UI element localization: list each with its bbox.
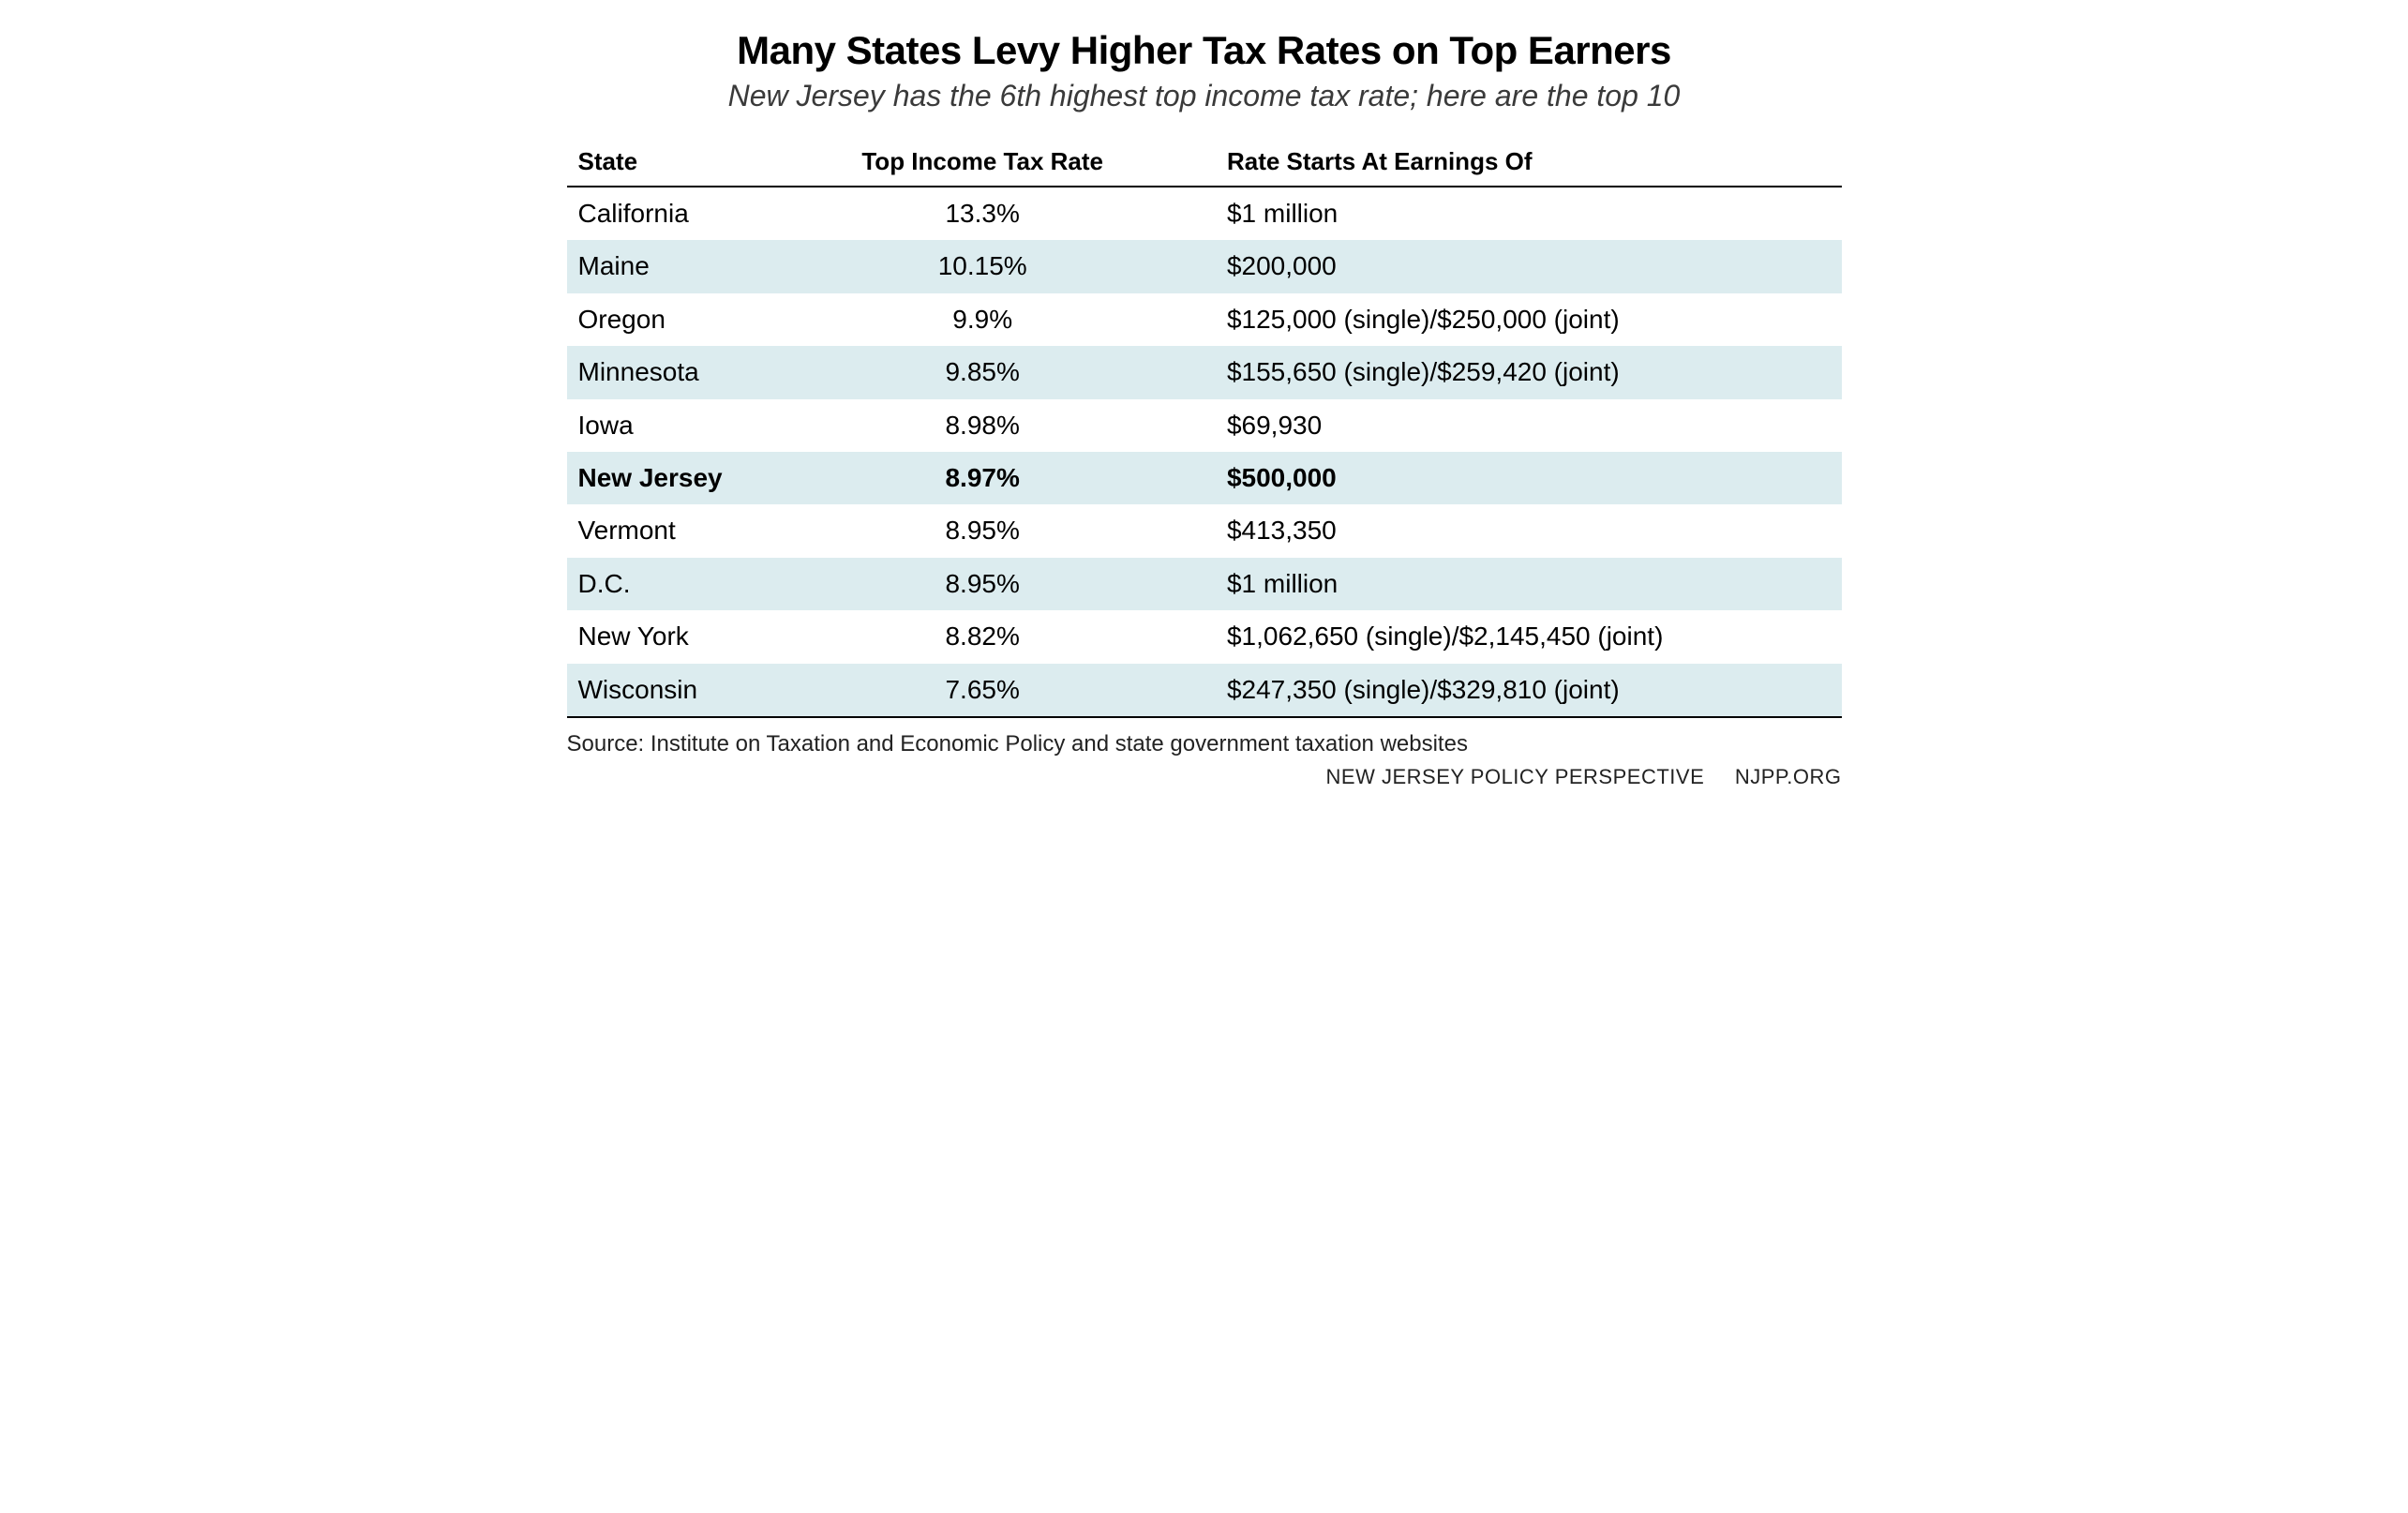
cell-threshold: $1,062,650 (single)/$2,145,450 (joint) (1216, 610, 1842, 663)
col-header-rate: Top Income Tax Rate (794, 140, 1216, 187)
cell-threshold: $413,350 (1216, 504, 1842, 557)
cell-state: Vermont (567, 504, 795, 557)
table-row: New York 8.82% $1,062,650 (single)/$2,14… (567, 610, 1842, 663)
table-row: Maine 10.15% $200,000 (567, 240, 1842, 292)
cell-state: Maine (567, 240, 795, 292)
source-line: Source: Institute on Taxation and Econom… (567, 731, 1842, 757)
table-row: Iowa 8.98% $69,930 (567, 399, 1842, 452)
col-header-threshold: Rate Starts At Earnings Of (1216, 140, 1842, 187)
footer-url: NJPP.ORG (1735, 765, 1842, 788)
col-header-state: State (567, 140, 795, 187)
cell-rate: 13.3% (794, 187, 1216, 240)
footer: NEW JERSEY POLICY PERSPECTIVE NJPP.ORG (567, 765, 1842, 789)
cell-threshold: $1 million (1216, 187, 1842, 240)
cell-threshold: $1 million (1216, 558, 1842, 610)
cell-state: Minnesota (567, 346, 795, 398)
page-title: Many States Levy Higher Tax Rates on Top… (567, 28, 1842, 73)
table-row: California 13.3% $1 million (567, 187, 1842, 240)
tax-rates-table: State Top Income Tax Rate Rate Starts At… (567, 140, 1842, 718)
table-header-row: State Top Income Tax Rate Rate Starts At… (567, 140, 1842, 187)
cell-threshold: $500,000 (1216, 452, 1842, 504)
cell-rate: 10.15% (794, 240, 1216, 292)
cell-threshold: $155,650 (single)/$259,420 (joint) (1216, 346, 1842, 398)
table-body: California 13.3% $1 million Maine 10.15%… (567, 187, 1842, 717)
cell-rate: 9.85% (794, 346, 1216, 398)
table-row: D.C. 8.95% $1 million (567, 558, 1842, 610)
cell-state: Wisconsin (567, 664, 795, 717)
footer-org: NEW JERSEY POLICY PERSPECTIVE (1326, 765, 1705, 788)
cell-state: New York (567, 610, 795, 663)
table-row: Vermont 8.95% $413,350 (567, 504, 1842, 557)
cell-rate: 8.95% (794, 558, 1216, 610)
cell-rate: 8.95% (794, 504, 1216, 557)
table-row-highlight: New Jersey 8.97% $500,000 (567, 452, 1842, 504)
cell-state: Iowa (567, 399, 795, 452)
cell-state: California (567, 187, 795, 240)
table-row: Minnesota 9.85% $155,650 (single)/$259,4… (567, 346, 1842, 398)
cell-state: Oregon (567, 293, 795, 346)
table-row: Oregon 9.9% $125,000 (single)/$250,000 (… (567, 293, 1842, 346)
cell-rate: 9.9% (794, 293, 1216, 346)
cell-state: D.C. (567, 558, 795, 610)
cell-rate: 8.97% (794, 452, 1216, 504)
cell-rate: 8.98% (794, 399, 1216, 452)
cell-rate: 8.82% (794, 610, 1216, 663)
cell-threshold: $247,350 (single)/$329,810 (joint) (1216, 664, 1842, 717)
cell-threshold: $200,000 (1216, 240, 1842, 292)
page-subtitle: New Jersey has the 6th highest top incom… (567, 79, 1842, 113)
cell-threshold: $125,000 (single)/$250,000 (joint) (1216, 293, 1842, 346)
page: Many States Levy Higher Tax Rates on Top… (530, 0, 1879, 808)
cell-state: New Jersey (567, 452, 795, 504)
cell-threshold: $69,930 (1216, 399, 1842, 452)
table-row: Wisconsin 7.65% $247,350 (single)/$329,8… (567, 664, 1842, 717)
cell-rate: 7.65% (794, 664, 1216, 717)
